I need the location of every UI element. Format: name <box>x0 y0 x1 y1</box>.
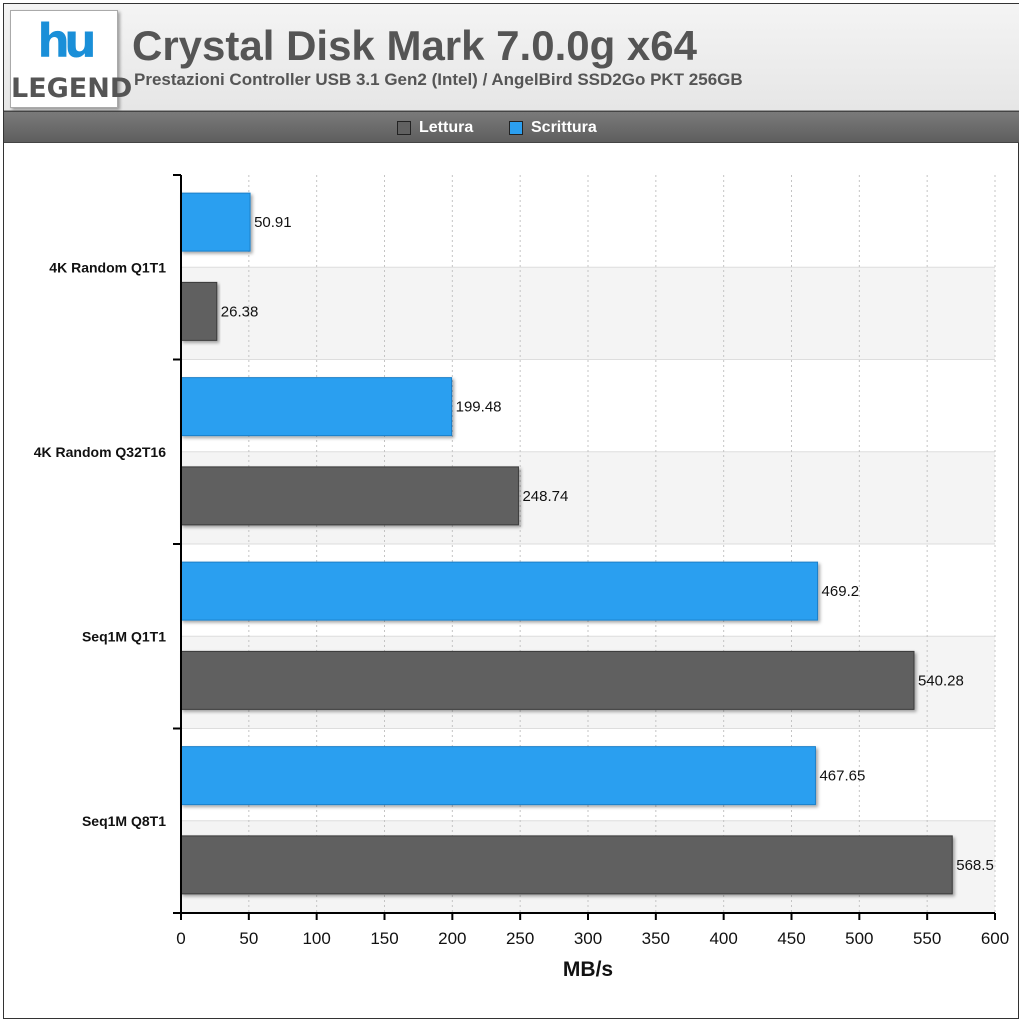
category-label: 4K Random Q1T1 <box>49 259 166 275</box>
x-tick-label: 100 <box>302 929 330 948</box>
logo-wordmark: LEGEND <box>11 73 133 104</box>
x-tick-label: 450 <box>777 929 805 948</box>
x-axis-title: MB/s <box>563 958 613 981</box>
data-label-lettura: 248.74 <box>522 488 568 505</box>
x-tick-label: 550 <box>913 929 941 948</box>
category-label: Seq1M Q1T1 <box>82 628 166 644</box>
bar-lettura <box>180 466 519 526</box>
data-label-lettura: 540.28 <box>918 672 964 689</box>
bar-scrittura <box>180 192 251 252</box>
x-tick-label: 200 <box>438 929 466 948</box>
plot-stripe <box>181 267 995 360</box>
x-tick-label: 350 <box>642 929 670 948</box>
category-label: 4K Random Q32T16 <box>34 444 166 460</box>
data-label-lettura: 568.5 <box>956 857 994 874</box>
x-tick-label: 250 <box>506 929 534 948</box>
x-tick-label: 0 <box>176 929 185 948</box>
legend-swatch-scrittura <box>509 121 523 135</box>
data-label-scrittura: 469.2 <box>822 583 860 600</box>
x-tick-label: 300 <box>574 929 602 948</box>
data-label-scrittura: 199.48 <box>456 399 502 416</box>
bar-lettura <box>180 835 953 895</box>
bar-scrittura <box>180 746 816 806</box>
x-tick-label: 150 <box>370 929 398 948</box>
bar-lettura <box>180 650 915 710</box>
logo-mark: hu <box>37 14 97 68</box>
chart-title: Crystal Disk Mark 7.0.0g x64 <box>132 22 697 69</box>
legend: Lettura Scrittura <box>4 111 1019 143</box>
bar-lettura <box>180 281 218 341</box>
chart-subtitle: Prestazioni Controller USB 3.1 Gen2 (Int… <box>134 70 743 89</box>
data-label-scrittura: 467.65 <box>819 768 865 785</box>
x-tick-label: 400 <box>709 929 737 948</box>
x-tick-label: 500 <box>845 929 873 948</box>
chart-header: hu LEGEND Crystal Disk Mark 7.0.0g x64 P… <box>4 4 1019 111</box>
legend-label-scrittura: Scrittura <box>531 119 597 136</box>
category-label: Seq1M Q8T1 <box>82 813 166 829</box>
data-label-scrittura: 50.91 <box>254 214 292 231</box>
data-label-lettura: 26.38 <box>221 303 259 320</box>
legend-label-lettura: Lettura <box>419 119 474 136</box>
legend-entry-lettura[interactable]: Lettura <box>397 118 473 138</box>
x-tick-label: 600 <box>981 929 1009 948</box>
legend-swatch-lettura <box>397 121 411 135</box>
legend-entry-scrittura[interactable]: Scrittura <box>509 118 597 138</box>
bar-scrittura <box>180 561 819 621</box>
x-tick-label: 50 <box>239 929 258 948</box>
hwlegend-logo: hu LEGEND <box>10 10 133 108</box>
bar-scrittura <box>180 377 453 437</box>
